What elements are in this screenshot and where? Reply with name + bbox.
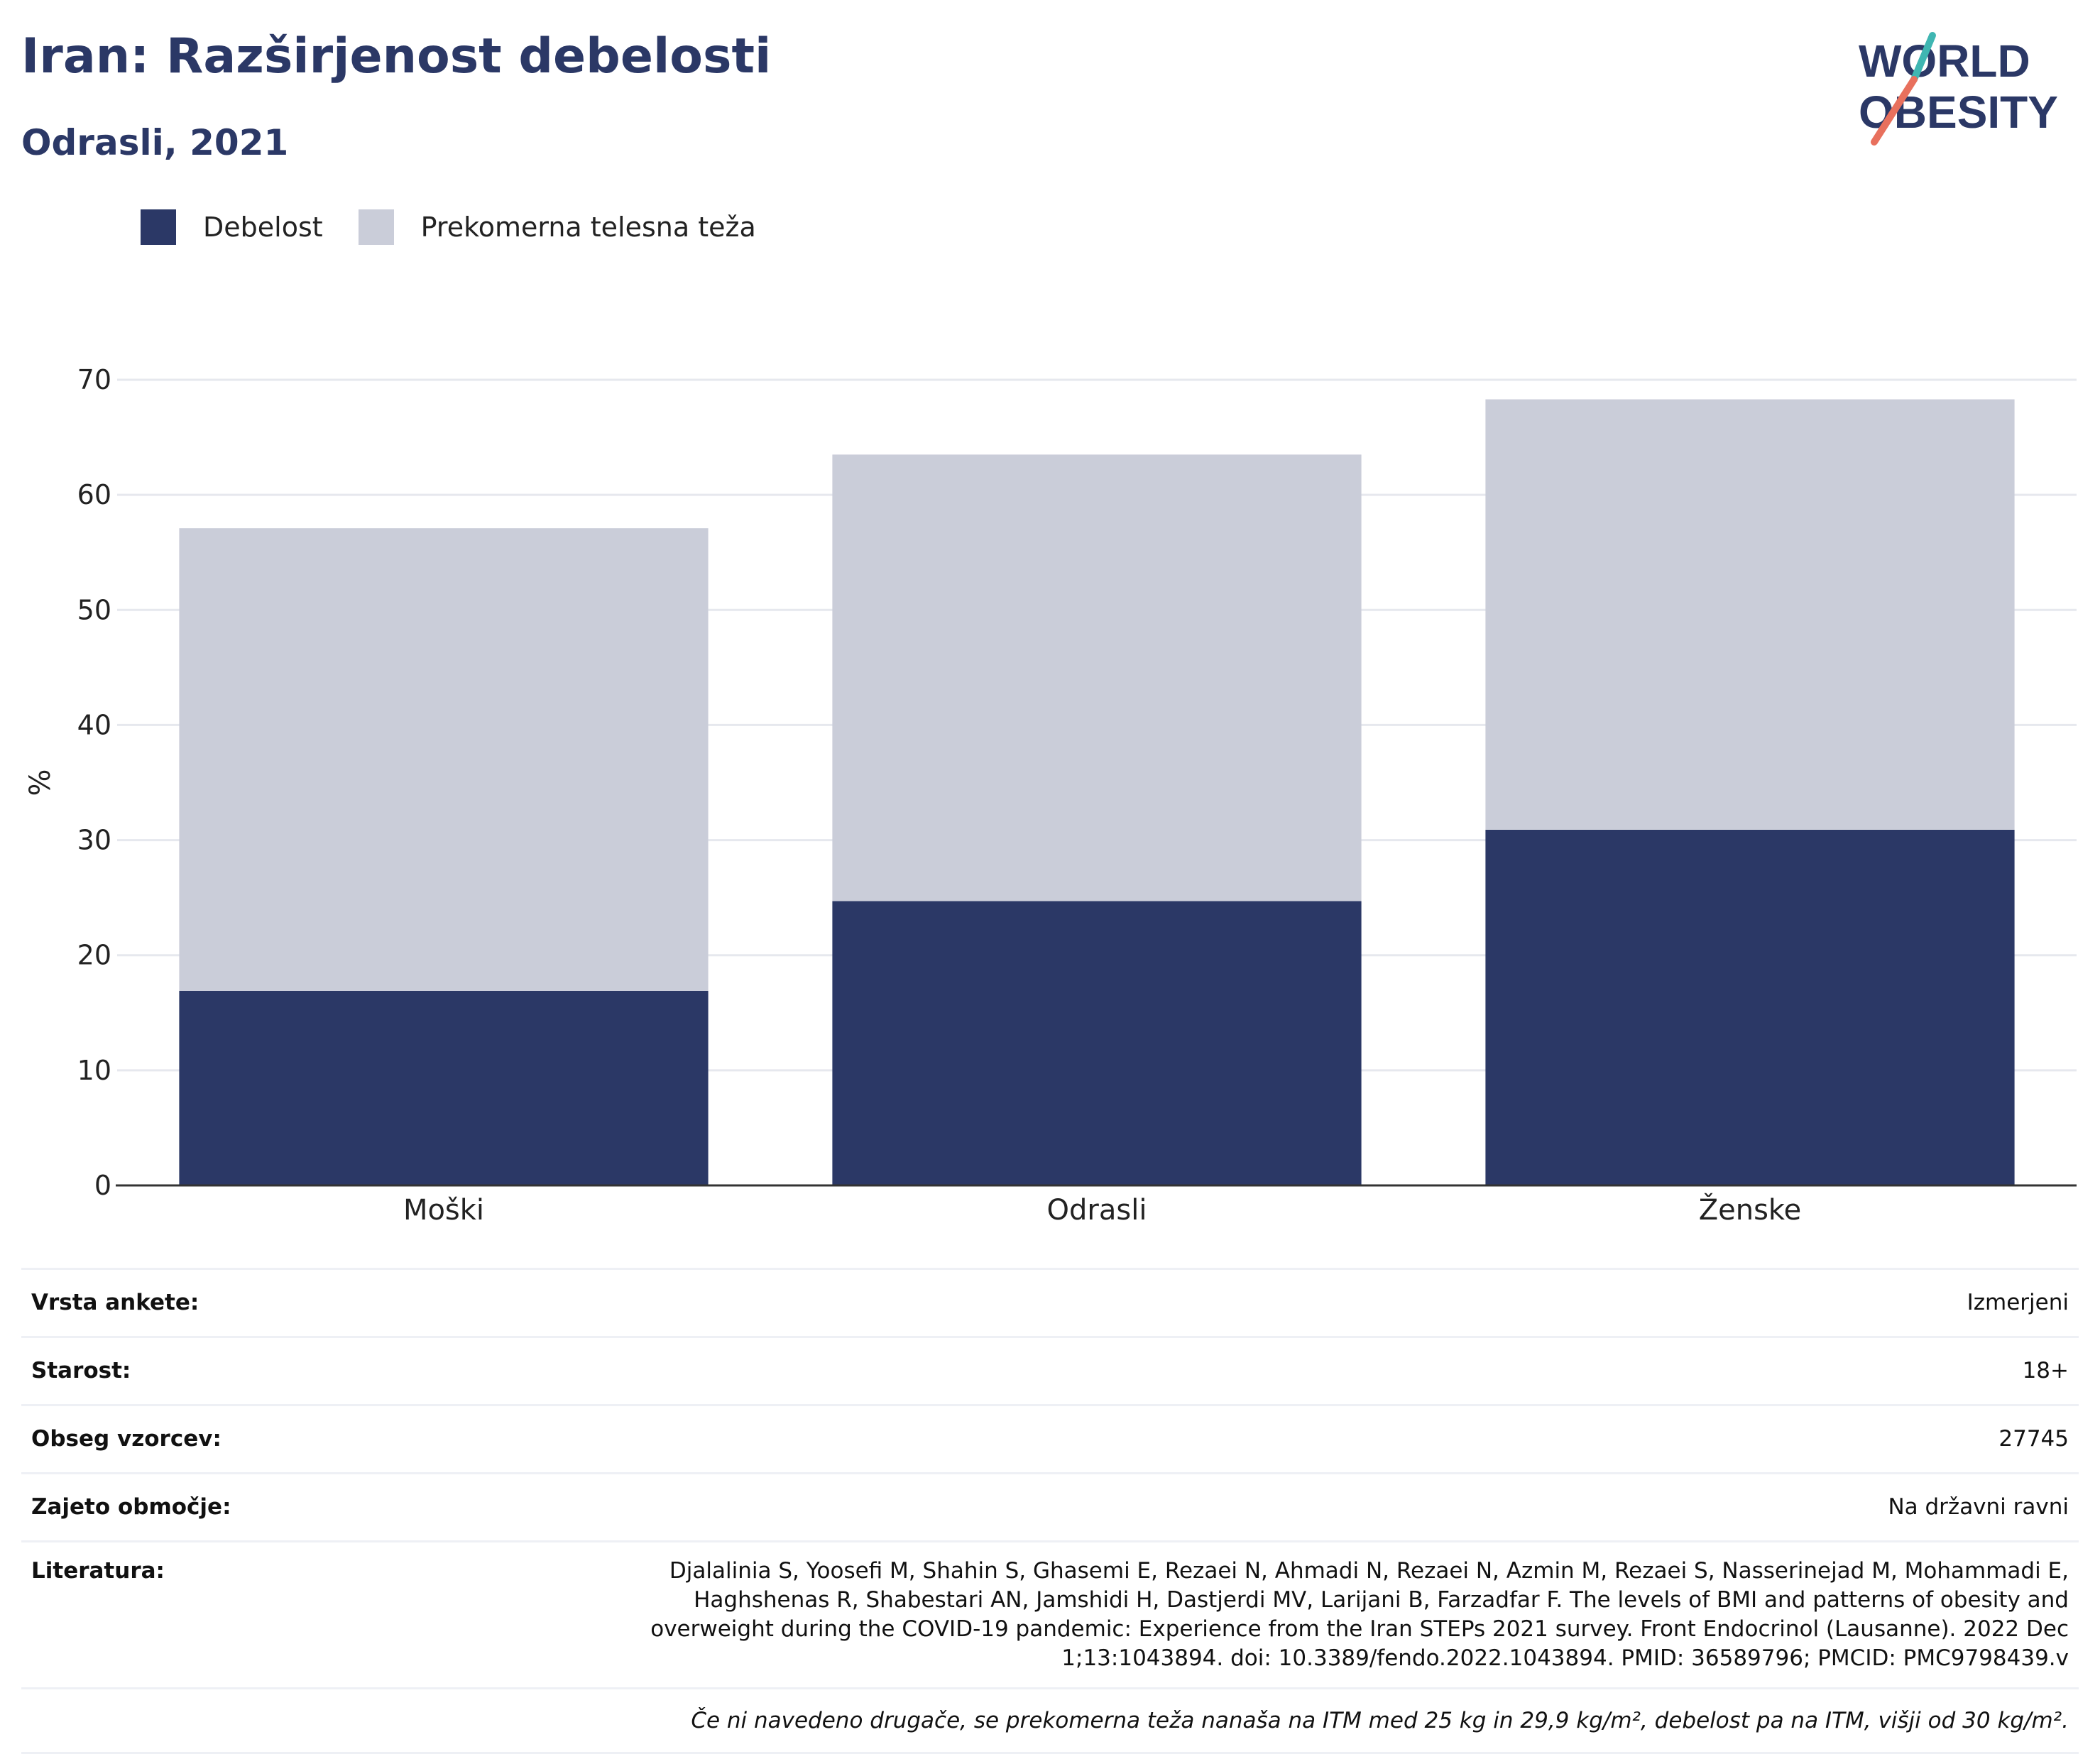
x-tick-label: Moški xyxy=(403,1194,484,1227)
bar-overweight xyxy=(179,528,709,991)
chart-legend: Debelost Prekomerna telesna teža xyxy=(141,209,792,245)
info-value: Izmerjeni xyxy=(1967,1290,2069,1315)
info-row-sample-size: Obseg vzorcev: 27745 xyxy=(21,1404,2079,1472)
info-value: Na državni ravni xyxy=(1888,1494,2069,1520)
chart-subtitle: Odrasli, 2021 xyxy=(21,122,289,163)
info-label: Vrsta ankete: xyxy=(31,1290,199,1315)
world-obesity-logo: WORLD OBESITY xyxy=(1859,32,2058,146)
logo-slash-coral xyxy=(1871,76,1918,146)
info-label: Zajeto območje: xyxy=(31,1494,231,1520)
legend-label-overweight: Prekomerna telesna teža xyxy=(420,212,756,243)
logo-line1: WORLD xyxy=(1859,35,2030,87)
legend-swatch-obesity xyxy=(141,209,176,245)
info-label: Obseg vzorcev: xyxy=(31,1426,222,1452)
info-row-age: Starost: 18+ xyxy=(21,1336,2079,1404)
bar-chart: 0 10 20 30 40 50 60 70% Moški Odrasli Ženske xyxy=(24,364,2077,1227)
bar-obesity xyxy=(832,901,1362,1185)
info-row-reference: Literatura: Djalalinia S, Yoosefi M, Sha… xyxy=(21,1540,2079,1687)
y-tick-label: 0 xyxy=(94,1170,111,1201)
info-value: 18+ xyxy=(2022,1358,2069,1383)
y-tick-label: 60 xyxy=(77,479,111,510)
y-tick-label: 10 xyxy=(77,1055,111,1086)
info-label: Literatura: xyxy=(31,1558,165,1584)
reference-text: Djalalinia S, Yoosefi M, Shahin S, Ghase… xyxy=(650,1558,2069,1671)
y-tick-label: 40 xyxy=(77,709,111,740)
y-tick-label: 70 xyxy=(77,364,111,395)
logo-slash-teal xyxy=(1910,32,1936,83)
y-tick-label: 20 xyxy=(77,940,111,971)
legend-swatch-overweight xyxy=(358,209,394,245)
bar-overweight xyxy=(832,454,1362,901)
definition-footnote: Če ni navedeno drugače, se prekomerna te… xyxy=(21,1687,2079,1754)
bar-overweight xyxy=(1485,399,2015,830)
y-tick-label: 30 xyxy=(77,825,111,856)
y-tick-label: 50 xyxy=(77,594,111,625)
info-row-area-covered: Zajeto območje: Na državni ravni xyxy=(21,1472,2079,1540)
chart-title: Iran: Razširjenost debelosti xyxy=(21,28,772,84)
bar-obesity xyxy=(1485,829,2015,1185)
legend-item-overweight[interactable]: Prekomerna telesna teža xyxy=(358,209,756,245)
info-value: 27745 xyxy=(1998,1426,2069,1452)
info-label: Starost: xyxy=(31,1358,131,1383)
survey-info-table: Vrsta ankete: Izmerjeni Starost: 18+ Obs… xyxy=(21,1268,2079,1754)
legend-item-obesity[interactable]: Debelost xyxy=(141,209,323,245)
info-row-survey-type: Vrsta ankete: Izmerjeni xyxy=(21,1268,2079,1336)
x-tick-label: Odrasli xyxy=(1047,1194,1147,1227)
legend-label-obesity: Debelost xyxy=(203,212,323,243)
x-tick-label: Ženske xyxy=(1699,1193,1802,1227)
y-axis-label: % xyxy=(24,769,57,796)
bar-obesity xyxy=(179,990,709,1185)
